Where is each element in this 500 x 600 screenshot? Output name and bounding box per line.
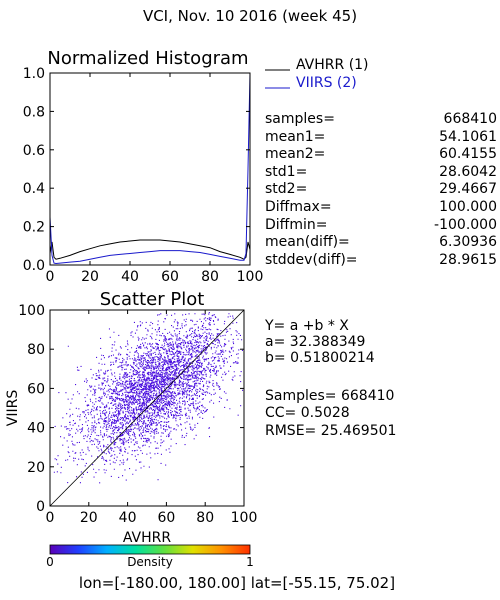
- histogram-legend: AVHRR (1) VIIRS (2): [265, 57, 369, 91]
- stats-row: std1= 28.6042: [265, 163, 497, 181]
- histogram-series-avhrr: [50, 239, 250, 260]
- y-tick-label: 0.6: [23, 143, 45, 159]
- legend-viirs-label: VIIRS (2): [296, 75, 357, 91]
- scatter-title: Scatter Plot: [100, 289, 205, 310]
- stats-label: mean2=: [265, 146, 326, 163]
- stats-row: Diffmax= 100.000: [265, 198, 497, 216]
- y-tick-label: 100: [18, 303, 45, 319]
- y-tick-label: 20: [27, 460, 45, 476]
- stats-value: 6.30936: [439, 234, 497, 251]
- colorbar-min-label: 0: [46, 555, 54, 569]
- y-tick-label: 0.4: [23, 181, 45, 197]
- stats-value: 28.9615: [439, 251, 497, 268]
- scatter-reference-line: [49, 309, 245, 507]
- stats-row: samples= 668410: [265, 110, 497, 128]
- histogram-series-viirs: [50, 73, 250, 265]
- regression-b: b= 0.51800214: [265, 350, 375, 366]
- stats-row: stddev(diff)= 28.9615: [265, 251, 497, 269]
- scatter-y-ticks: 0 20 40 60 80 100: [18, 303, 244, 515]
- y-tick-label: 0.2: [23, 220, 45, 236]
- stats-value: 29.4667: [439, 181, 497, 198]
- stats-value: 100.000: [439, 199, 497, 215]
- stats-value: -100.000: [434, 216, 497, 233]
- stats-label: stddev(diff)=: [265, 251, 358, 268]
- scatter-points: [53, 312, 244, 484]
- scatter-frame: [49, 309, 245, 507]
- scatter-x-axis-label: AVHRR: [123, 530, 172, 546]
- x-tick-label: 60: [157, 510, 175, 526]
- x-tick-label: 40: [121, 269, 139, 285]
- colorbar-max-label: 1: [246, 555, 254, 569]
- y-tick-label: 80: [27, 342, 45, 358]
- x-tick-label: 80: [196, 510, 214, 526]
- page-title: VCI, Nov. 10 2016 (week 45): [143, 7, 357, 25]
- y-tick-label: 0.8: [23, 104, 45, 120]
- stats-row: mean(diff)= 6.30936: [265, 233, 497, 251]
- stats-row: Diffmin= -100.000: [265, 216, 497, 234]
- stats-row: std2= 29.4667: [265, 180, 497, 198]
- stats-value: 28.6042: [439, 163, 497, 180]
- y-tick-label: 60: [27, 381, 45, 397]
- x-tick-label: 0: [46, 269, 55, 285]
- y-tick-label: 1.0: [23, 66, 45, 82]
- stats-label: samples=: [265, 111, 335, 127]
- y-tick-label: 40: [27, 421, 45, 437]
- regression-equation: Y= a +b * X: [265, 318, 349, 334]
- legend-avhrr-label: AVHRR (1): [296, 57, 369, 73]
- x-tick-label: 100: [237, 269, 264, 285]
- x-tick-label: 80: [201, 269, 219, 285]
- stats-label: mean1=: [265, 128, 326, 145]
- histogram-lines: [50, 73, 250, 265]
- correlation-coefficient: CC= 0.5028: [265, 405, 350, 421]
- y-tick-label: 0: [36, 499, 45, 515]
- histogram-title: Normalized Histogram: [47, 48, 248, 69]
- footer-bounds: lon=[-180.00, 180.00] lat=[-55.15, 75.02…: [79, 574, 395, 592]
- stats-label: Diffmin=: [265, 216, 328, 233]
- density-colorbar: 0 Density 1: [46, 544, 254, 569]
- stats-label: Diffmax=: [265, 199, 332, 215]
- stats-row: mean2= 60.4155: [265, 145, 497, 163]
- x-tick-label: 40: [119, 510, 137, 526]
- colorbar-title: Density: [127, 555, 173, 569]
- stats-value: 54.1061: [439, 128, 497, 145]
- stats-value: 60.4155: [439, 146, 497, 163]
- colorbar-gradient: [49, 544, 251, 555]
- histogram-frame: [49, 72, 251, 266]
- scatter-y-axis-label: VIIRS: [5, 390, 21, 427]
- histogram-y-ticks: 0.0 0.2 0.4 0.6 0.8 1.0: [23, 66, 250, 274]
- x-tick-label: 20: [81, 269, 99, 285]
- stats-label: mean(diff)=: [265, 234, 350, 251]
- x-tick-label: 0: [46, 510, 55, 526]
- scatter-chart: Scatter Plot 0 20 40 60 80 100 0 20 40 60 80 100 A…: [5, 289, 257, 546]
- stats-label: std2=: [265, 181, 308, 198]
- histogram-chart: Normalized Histogram 0 20 40 60 80 100 0.0 0.2…: [23, 48, 264, 285]
- sample-count: Samples= 668410: [265, 388, 395, 404]
- x-tick-label: 100: [231, 510, 258, 526]
- y-tick-label: 0.0: [23, 258, 45, 274]
- stats-label: std1=: [265, 163, 308, 180]
- stats-row: mean1= 54.1061: [265, 128, 497, 146]
- x-tick-label: 60: [161, 269, 179, 285]
- histogram-x-ticks: 0 20 40 60 80 100: [46, 73, 264, 285]
- scatter-point-cloud: [53, 312, 244, 484]
- scatter-x-ticks: 0 20 40 60 80 100: [46, 310, 258, 526]
- stats-value: 668410: [443, 111, 497, 127]
- regression-a: a= 32.388349: [265, 334, 366, 350]
- rmse-value: RMSE= 25.469501: [265, 423, 397, 439]
- x-tick-label: 20: [80, 510, 98, 526]
